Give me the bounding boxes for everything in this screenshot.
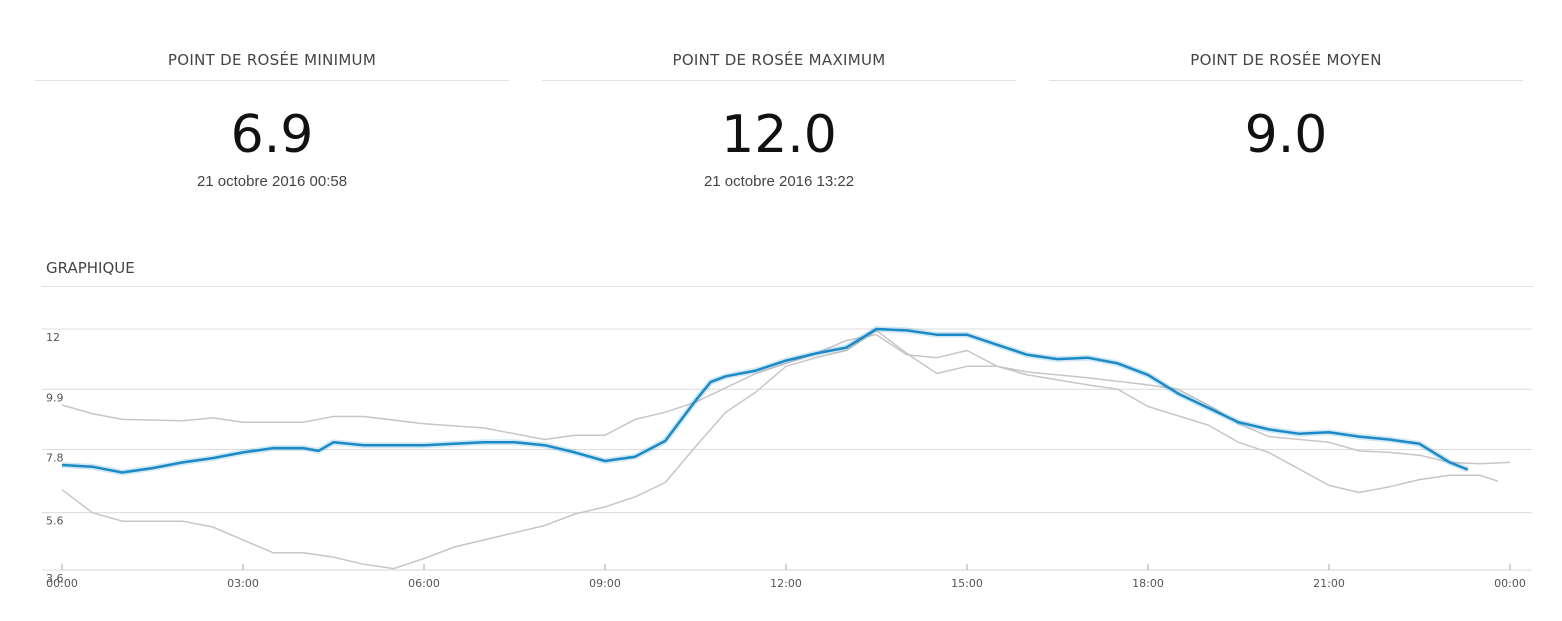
x-tick-label: 00:00: [1494, 577, 1526, 590]
stat-title: POINT DE ROSÉE MAXIMUM: [542, 40, 1016, 81]
line: [61, 329, 1499, 570]
x-tick-label: 15:00: [951, 577, 983, 590]
stat-value: 12.0: [721, 105, 837, 165]
stat-date: 21 octobre 2016 00:58: [196, 173, 348, 190]
line: [61, 333, 1511, 465]
stat-title: POINT DE ROSÉE MINIMUM: [35, 40, 509, 81]
y-tick-label: 12: [46, 331, 60, 344]
stat-card: POINT DE ROSÉE MINIMUM 6.9 21 octobre 20…: [35, 40, 509, 190]
line-halo: [61, 326, 1469, 476]
x-tick-label: 18:00: [1132, 577, 1164, 590]
x-tick-label: 21:00: [1313, 577, 1345, 590]
stat-date: 21 octobre 2016 13:22: [703, 173, 855, 190]
stat-value: 6.9: [230, 105, 314, 165]
section-title: GRAPHIQUE: [41, 256, 1533, 287]
x-tick-label: 12:00: [770, 577, 802, 590]
y-tick-label: 5.6: [46, 515, 64, 528]
y-tick-label: 9.9: [46, 391, 64, 404]
stat-value: 9.0: [1244, 105, 1328, 165]
x-tick-label: 06:00: [408, 577, 440, 590]
stat-card: POINT DE ROSÉE MOYEN 9.0: [1049, 40, 1523, 163]
y-tick-label: 3.6: [46, 572, 64, 585]
x-tick-label: 03:00: [227, 577, 259, 590]
x-tick-label: 00:00: [46, 577, 78, 590]
stat-title: POINT DE ROSÉE MOYEN: [1049, 40, 1523, 81]
line: [61, 327, 1469, 474]
stat-card: POINT DE ROSÉE MAXIMUM 12.0 21 octobre 2…: [542, 40, 1016, 190]
x-tick-label: 09:00: [589, 577, 621, 590]
y-tick-label: 7.8: [46, 452, 64, 465]
